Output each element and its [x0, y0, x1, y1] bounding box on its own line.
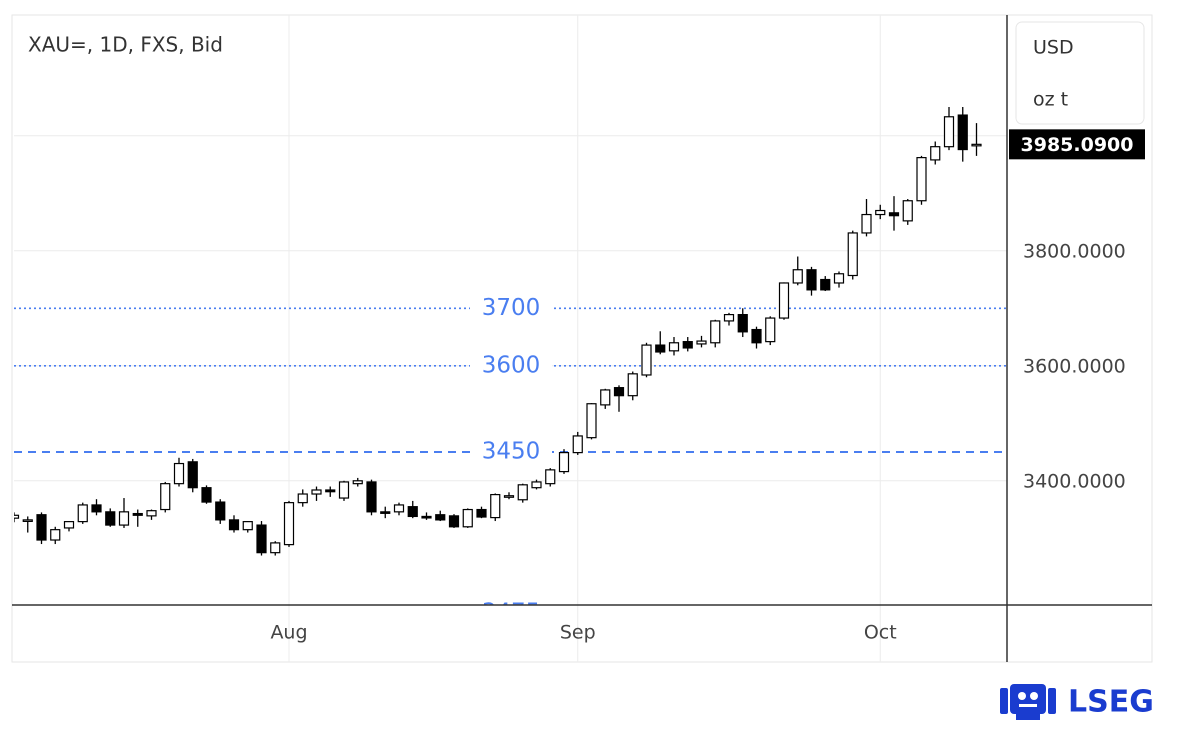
candle-body [22, 519, 33, 522]
x-tick-label: Aug [270, 622, 307, 644]
last-price-bg [1009, 129, 1145, 160]
chart-title: XAU=, 1D, FXS, Bid [28, 33, 223, 57]
candle-body [270, 542, 281, 554]
candle-body [888, 212, 900, 217]
candle-body [531, 481, 542, 489]
candle-body [256, 524, 267, 554]
level-label: 3450 [482, 439, 541, 465]
candle-body [338, 481, 350, 499]
candle-body [242, 521, 253, 531]
candle-body [146, 510, 157, 517]
candle-body [132, 512, 143, 516]
candle-body [380, 511, 391, 514]
levels: 3700 3600 3450 3475 [14, 294, 1007, 626]
candle-body [517, 484, 528, 501]
candle-body [751, 328, 762, 344]
candle-body [435, 514, 446, 521]
y-tick-label: 3800.0000 [1023, 240, 1126, 262]
candle-body [283, 502, 295, 546]
candle-body [641, 344, 652, 376]
candle-body [586, 403, 597, 439]
candle-body [943, 116, 955, 148]
candle-body [806, 269, 817, 291]
candle-body [723, 314, 735, 322]
candle-body [63, 521, 75, 529]
candle-body [778, 282, 790, 319]
candle-body [930, 146, 941, 161]
candle-body [682, 341, 693, 349]
candle-body [36, 514, 47, 541]
candle-body [393, 504, 405, 513]
candle-body [421, 515, 432, 519]
candle-body [696, 340, 707, 345]
axis-labels: 3400.0000 3600.0000 3800.0000 Aug Sep Oct 3985… [270, 129, 1145, 644]
candle-body [613, 387, 625, 397]
last-price-label: 3985.0900 [1021, 134, 1134, 156]
candle-body [957, 114, 968, 151]
level-label: 3700 [482, 295, 541, 321]
level-label-bg [470, 294, 552, 323]
candles [14, 107, 982, 556]
candle-body [792, 269, 803, 284]
candle-body [105, 511, 116, 526]
candle-body [228, 519, 240, 531]
candle-body [545, 469, 556, 485]
candle-body [476, 508, 487, 518]
candle-body [503, 495, 515, 498]
brand-logo: LSEG [1000, 684, 1154, 720]
candle-body [352, 480, 363, 485]
candle-body [462, 508, 473, 528]
level-label-bg [470, 351, 552, 380]
unit-label: USD [1033, 37, 1074, 59]
candle-body [91, 504, 102, 513]
candle-body [861, 213, 872, 234]
candle-body [187, 461, 198, 489]
candle-body [916, 157, 927, 202]
candle-body [297, 493, 308, 504]
candle-body [558, 452, 570, 473]
candle-body [118, 511, 130, 526]
candle-body [902, 200, 913, 222]
candle-body [77, 504, 88, 523]
candle-body [325, 489, 336, 493]
candle-body [201, 487, 212, 503]
chart-frame [11, 14, 1153, 663]
candle-body [833, 273, 845, 284]
candle-body [448, 515, 460, 528]
x-tick-label: Oct [864, 622, 897, 644]
candle-body [366, 481, 377, 513]
candle-body [50, 529, 61, 541]
candle-body [820, 278, 831, 291]
candle-body [572, 435, 583, 454]
candle-body [765, 317, 776, 343]
y-tick-label: 3400.0000 [1023, 470, 1126, 492]
candle-body [311, 489, 322, 495]
candle-body [173, 462, 185, 485]
unit-label: oz t [1033, 89, 1068, 111]
x-tick-label: Sep [560, 622, 596, 644]
candle-body [215, 501, 226, 521]
level-label: 3475 [482, 600, 541, 626]
candle-body [875, 209, 886, 216]
candle-body [407, 506, 418, 518]
level-label: 3600 [482, 352, 541, 378]
candle-body [160, 483, 171, 511]
level-label-bg [470, 438, 552, 467]
candle-body [971, 143, 982, 147]
candle-body [14, 514, 20, 519]
candle-body [847, 232, 858, 277]
candle-body [737, 314, 748, 333]
candle-body [600, 389, 611, 406]
candle-body [710, 320, 721, 344]
brand-name: LSEG [1068, 685, 1154, 720]
y-tick-label: 3600.0000 [1023, 355, 1126, 377]
candle-body [490, 493, 501, 519]
unit-box [1015, 21, 1145, 125]
candle-body [627, 373, 638, 397]
candle-body [668, 342, 680, 352]
candle-body [655, 344, 666, 353]
